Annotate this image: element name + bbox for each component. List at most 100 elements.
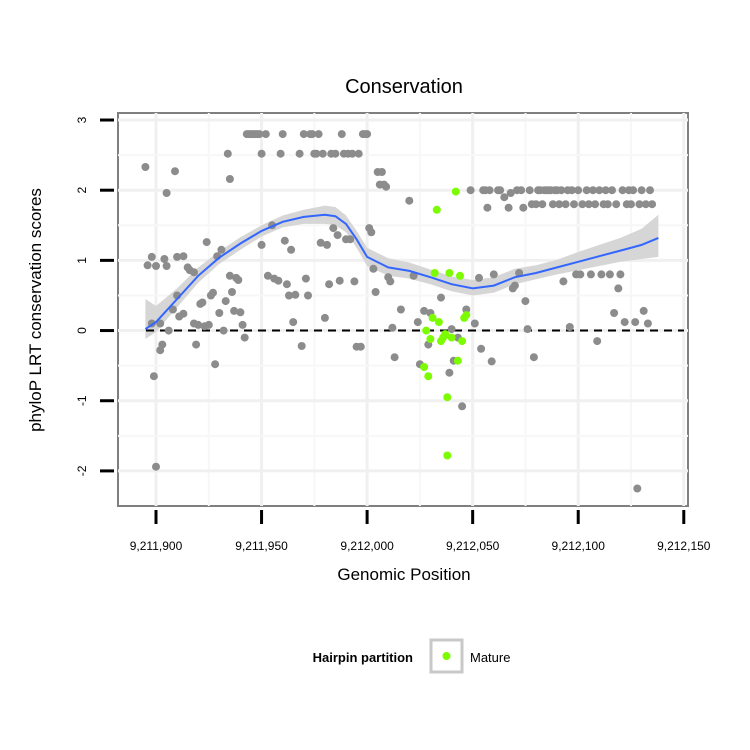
point-other <box>610 309 619 317</box>
point-other <box>445 368 454 377</box>
x-tick-label: 9,212,050 <box>446 539 500 553</box>
point-other <box>164 326 173 335</box>
point-other <box>162 262 171 270</box>
point-other <box>591 200 600 209</box>
point-other <box>595 186 604 195</box>
point-other <box>477 344 486 353</box>
point-mature <box>420 363 429 371</box>
x-axis: 9,211,900 9,211,950 9,212,000 9,212,050 9,21… <box>130 510 711 553</box>
point-other <box>483 203 492 212</box>
point-other <box>371 288 380 296</box>
point-other <box>190 268 198 277</box>
point-other <box>179 309 188 318</box>
point-mature <box>456 271 464 280</box>
legend: Hairpin partition Mature <box>313 638 510 674</box>
point-other <box>643 319 652 328</box>
grid-lines <box>118 113 688 506</box>
point-other <box>354 149 363 158</box>
point-other <box>179 252 188 261</box>
point-mature <box>434 318 443 327</box>
point-other <box>538 200 547 209</box>
point-other <box>217 245 226 254</box>
point-other <box>223 149 232 158</box>
point-other <box>405 196 414 205</box>
point-other <box>147 252 156 261</box>
point-other <box>584 200 593 209</box>
point-other <box>382 182 391 191</box>
point-other <box>162 189 171 197</box>
point-other <box>521 297 530 306</box>
point-mature <box>458 337 467 346</box>
y-tick-label: 3 <box>75 116 89 123</box>
point-other <box>369 264 378 273</box>
point-other <box>230 306 239 315</box>
chart-title: Conservation <box>345 76 463 98</box>
point-other <box>525 186 534 195</box>
legend-key-mature-dot <box>442 652 451 660</box>
point-other <box>420 306 429 315</box>
point-other <box>337 130 346 139</box>
point-other <box>487 357 496 366</box>
point-mature <box>453 356 462 365</box>
point-other <box>363 130 372 139</box>
y-axis: -2 -1 0 1 2 3 <box>75 116 114 476</box>
point-other <box>350 277 359 286</box>
point-other <box>312 149 321 158</box>
y-tick-label: 0 <box>75 327 89 334</box>
point-other <box>578 200 587 209</box>
point-other <box>462 305 471 314</box>
point-other <box>240 333 249 342</box>
point-other <box>323 240 331 249</box>
point-other <box>637 186 646 195</box>
point-mature <box>432 205 441 214</box>
x-tick-label: 9,211,950 <box>235 539 288 553</box>
point-other <box>608 186 616 195</box>
point-other <box>586 270 595 279</box>
point-other <box>356 342 365 351</box>
point-other <box>219 326 228 335</box>
point-other <box>299 130 308 139</box>
point-other <box>519 203 528 212</box>
point-other <box>485 186 494 195</box>
point-other <box>238 320 247 329</box>
point-other <box>641 200 650 209</box>
point-other <box>255 130 264 139</box>
point-other <box>297 342 306 350</box>
x-tick-label: 9,212,100 <box>552 539 606 553</box>
point-other <box>308 130 317 139</box>
point-other <box>627 200 635 209</box>
point-other <box>559 277 568 286</box>
point-other <box>316 238 325 247</box>
point-other <box>496 186 505 195</box>
point-other <box>282 280 291 289</box>
point-other <box>152 462 160 471</box>
point-other <box>152 262 160 270</box>
point-other <box>236 308 245 317</box>
point-other <box>616 270 625 279</box>
point-other <box>561 200 570 209</box>
point-other <box>234 276 243 284</box>
point-mature <box>443 393 452 402</box>
point-other <box>377 168 386 176</box>
point-other <box>318 149 327 158</box>
point-other <box>141 163 150 171</box>
point-other <box>437 293 445 302</box>
point-mature <box>451 187 460 196</box>
confidence-band-area <box>145 205 659 339</box>
point-other <box>601 186 610 195</box>
point-other <box>160 255 169 263</box>
point-other <box>489 270 498 279</box>
point-other <box>504 203 513 212</box>
point-other <box>639 306 648 315</box>
point-other <box>348 149 357 158</box>
point-other <box>597 270 606 279</box>
point-mature <box>428 313 437 322</box>
x-tick-label: 9,211,900 <box>130 539 183 553</box>
y-axis-title: phyloP LRT conservation scores <box>26 188 45 432</box>
point-other <box>143 261 152 270</box>
point-other <box>532 200 540 209</box>
point-other <box>396 305 405 314</box>
point-other <box>631 318 640 327</box>
point-other <box>320 313 329 322</box>
point-other <box>257 149 266 158</box>
